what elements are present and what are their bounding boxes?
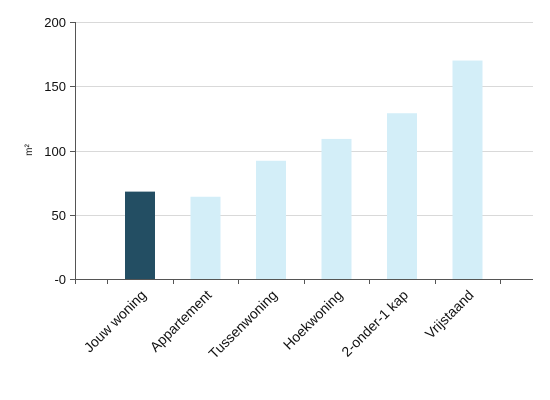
x-tick-label: Appartement [147, 287, 215, 355]
y-ticks: -0 50 100 150 200 [44, 15, 75, 287]
x-tick-label: Jouw woning [81, 287, 150, 356]
bar [125, 191, 155, 279]
bar [387, 113, 417, 279]
y-tick-label: 50 [52, 208, 66, 223]
bar [321, 138, 352, 279]
x-tick-label: 2-onder-1 kap [338, 287, 411, 360]
x-tick-label: Vrijstaand [422, 287, 477, 342]
y-axis-label: m² [24, 144, 35, 156]
bar [190, 196, 221, 279]
y-tick-label: 150 [44, 79, 66, 94]
y-tick-label: 200 [44, 15, 66, 30]
y-tick-label: 100 [44, 144, 66, 159]
x-tick-label: Hoekwoning [280, 287, 346, 353]
bar [256, 160, 286, 279]
bars [125, 60, 483, 279]
bar [452, 60, 483, 279]
x-tick-label: Tussenwoning [205, 287, 280, 362]
y-tick-label: -0 [54, 272, 66, 287]
